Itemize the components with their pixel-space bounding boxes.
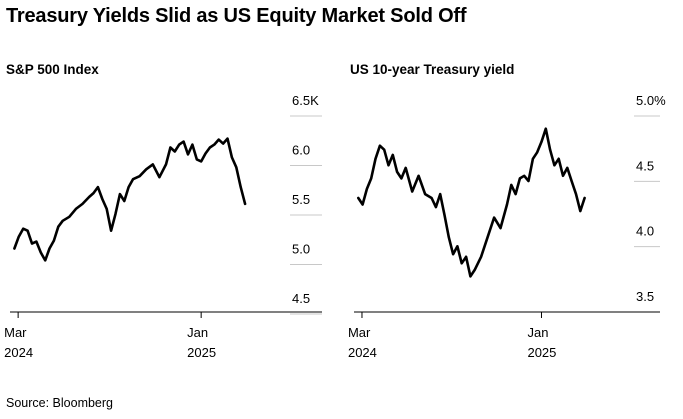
sp500-xtick-label-top: Jan: [187, 325, 208, 340]
sp500-xtick-label-bottom: 2024: [4, 345, 33, 360]
treasury-ytick-label: 3.5: [636, 289, 654, 304]
treasury-ytick-label: 4.5: [636, 158, 654, 173]
sp500-ytick-label: 6.0: [292, 143, 310, 158]
treasury-xtick-label-bottom: 2024: [348, 345, 377, 360]
chart-title: Treasury Yields Slid as US Equity Market…: [6, 5, 467, 27]
sp500-series-line: [13, 137, 247, 262]
treasury-ytick-label: 5.0%: [636, 93, 666, 108]
source-note: Source: Bloomberg: [6, 396, 114, 410]
treasury-panel-title: US 10-year Treasury yield: [350, 62, 515, 77]
treasury-xtick-label-top: Jan: [527, 325, 548, 340]
sp500-xtick-label-bottom: 2025: [187, 345, 216, 360]
sp500-ytick-label: 5.5: [292, 192, 310, 207]
sp500-ytick-label: 6.5K: [292, 93, 319, 108]
treasury-series-line: [356, 127, 586, 278]
sp500-xtick-label-top: Mar: [4, 325, 27, 340]
sp500-ytick-label: 5.0: [292, 242, 310, 257]
treasury-xtick-label-top: Mar: [348, 325, 371, 340]
treasury-ytick-label: 4.0: [636, 224, 654, 239]
treasury-xtick-label-bottom: 2025: [527, 345, 556, 360]
sp500-ytick-label: 4.5: [292, 291, 310, 306]
sp500-panel-title: S&P 500 Index: [6, 62, 99, 77]
